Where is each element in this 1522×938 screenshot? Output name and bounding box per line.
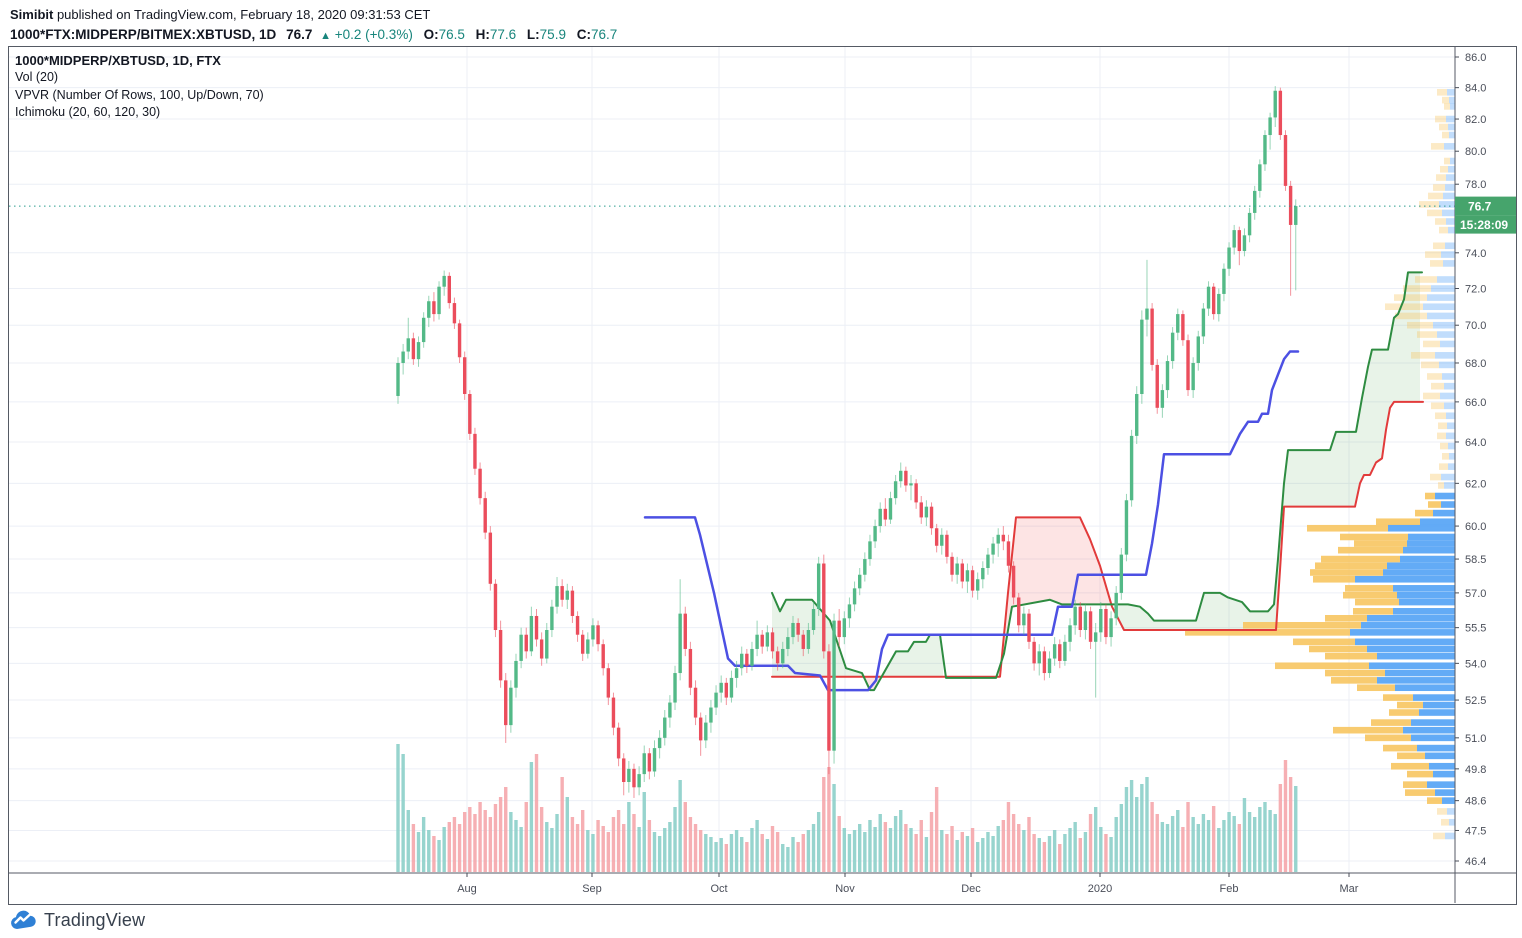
candles bbox=[396, 86, 1298, 798]
close-value: 76.7 bbox=[590, 27, 618, 42]
price-tick-label: 52.5 bbox=[1465, 695, 1486, 707]
volume-bars bbox=[396, 744, 1298, 872]
symbol-line: 1000*FTX:MIDPERP/BITMEX:XBTUSD, 1D 76.7 … bbox=[10, 25, 617, 46]
price-tick-label: 55.5 bbox=[1465, 623, 1486, 635]
badge-price-text: 76.7 bbox=[1468, 200, 1492, 214]
time-tick-label: Feb bbox=[1220, 883, 1239, 895]
vpvr-profile bbox=[1185, 89, 1455, 840]
price-tick-label: 49.8 bbox=[1465, 764, 1486, 776]
time-tick-label: 2020 bbox=[1088, 883, 1112, 895]
close-label: C: bbox=[576, 27, 591, 42]
price-tick-label: 68.0 bbox=[1465, 358, 1486, 370]
badge-countdown-text: 15:28:09 bbox=[1460, 218, 1508, 232]
tradingview-cloud-icon bbox=[11, 910, 36, 929]
tradingview-logo[interactable]: TradingView bbox=[10, 908, 145, 932]
price-tick-label: 48.6 bbox=[1465, 796, 1486, 808]
price-tick-label: 64.0 bbox=[1465, 437, 1486, 449]
open-value: 76.5 bbox=[438, 27, 465, 42]
price-tick-label: 84.0 bbox=[1465, 83, 1486, 95]
price-tick-label: 46.4 bbox=[1465, 856, 1486, 868]
price-chart[interactable]: 86.0 84.0 82.0 80.0 78.0 74.0 72.0 70.0 68.0 66.0… bbox=[9, 47, 1516, 903]
price-tick-label: 86.0 bbox=[1465, 52, 1486, 64]
published-header: Simibit published on TradingView.com, Fe… bbox=[10, 5, 617, 46]
time-tick-label: Dec bbox=[961, 883, 981, 895]
legend-volume-row[interactable]: Vol (20) bbox=[15, 70, 59, 84]
conversion-line bbox=[643, 350, 1300, 692]
open-label: O: bbox=[423, 27, 439, 42]
low-value: 75.9 bbox=[539, 27, 566, 42]
author-name: Simibit bbox=[10, 7, 54, 22]
byline: Simibit published on TradingView.com, Fe… bbox=[10, 5, 617, 24]
symbol-title: 1000*FTX:MIDPERP/BITMEX:XBTUSD, 1D bbox=[10, 27, 277, 42]
price-tick-label: 78.0 bbox=[1465, 179, 1486, 191]
price-tick-label: 70.0 bbox=[1465, 320, 1486, 332]
chart-legend: 1000*MIDPERP/XBTUSD, 1D, FTX Vol (20) VP… bbox=[15, 52, 264, 122]
time-tick-label: Sep bbox=[582, 883, 602, 895]
price-tick-label: 82.0 bbox=[1465, 114, 1486, 126]
low-label: L: bbox=[526, 27, 540, 42]
legend-ichimoku-row[interactable]: Ichimoku (20, 60, 120, 30) bbox=[15, 105, 161, 119]
last-price: 76.7 bbox=[286, 27, 313, 42]
price-tick-label: 80.0 bbox=[1465, 146, 1486, 158]
grid-lines bbox=[9, 47, 1455, 873]
time-tick-label: Oct bbox=[710, 883, 727, 895]
senkou-b-line bbox=[771, 400, 1424, 678]
axes[interactable]: 86.0 84.0 82.0 80.0 78.0 74.0 72.0 70.0 68.0 66.0… bbox=[9, 47, 1516, 903]
price-tick-label: 60.0 bbox=[1465, 521, 1486, 533]
chart-frame: 86.0 84.0 82.0 80.0 78.0 74.0 72.0 70.0 68.0 66.0… bbox=[8, 46, 1517, 905]
last-price-badge: 76.7 15:28:09 bbox=[1455, 196, 1516, 234]
legend-vpvr-row[interactable]: VPVR (Number Of Rows, 100, Up/Down, 70) bbox=[15, 87, 264, 102]
ichimoku-cloud bbox=[772, 272, 1420, 691]
price-change: +0.2 (+0.3%) bbox=[334, 27, 413, 42]
price-tick-label: 47.5 bbox=[1465, 825, 1486, 837]
price-tick-label: 57.0 bbox=[1465, 588, 1486, 600]
senkou-a-line bbox=[771, 271, 1423, 692]
high-value: 77.6 bbox=[489, 27, 517, 42]
high-label: H: bbox=[475, 27, 490, 42]
price-tick-label: 51.0 bbox=[1465, 733, 1486, 745]
legend-symbol-row[interactable]: 1000*MIDPERP/XBTUSD, 1D, FTX bbox=[15, 53, 221, 68]
price-tick-label: 62.0 bbox=[1465, 478, 1486, 490]
price-tick-label: 66.0 bbox=[1465, 397, 1486, 409]
time-tick-label: Mar bbox=[1340, 883, 1359, 895]
price-tick-label: 72.0 bbox=[1465, 284, 1486, 296]
up-triangle-icon: ▲ bbox=[320, 30, 331, 42]
time-tick-label: Aug bbox=[457, 883, 477, 895]
price-tick-label: 58.5 bbox=[1465, 554, 1486, 566]
tradingview-logo-text: TradingView bbox=[44, 909, 146, 930]
byline-text: published on TradingView.com, February 1… bbox=[53, 7, 431, 22]
price-tick-label: 54.0 bbox=[1465, 658, 1486, 670]
price-tick-label: 74.0 bbox=[1465, 248, 1486, 260]
time-tick-label: Nov bbox=[835, 883, 855, 895]
